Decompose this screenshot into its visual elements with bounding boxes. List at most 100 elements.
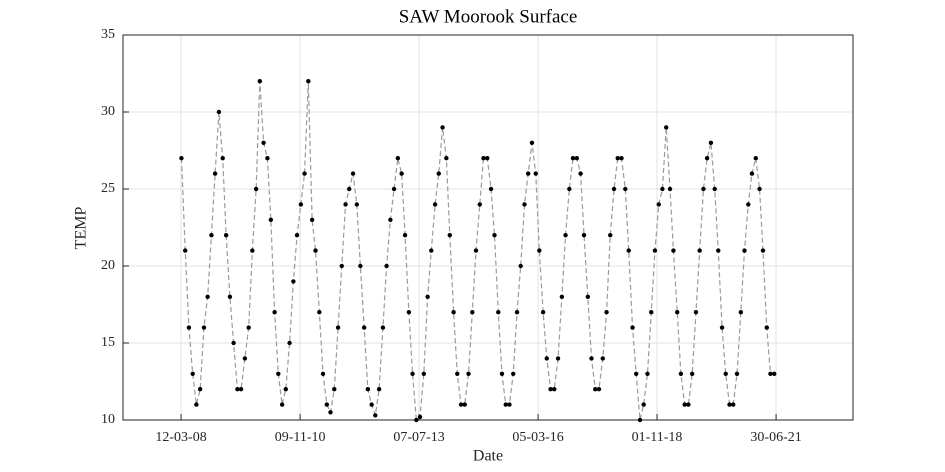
data-point bbox=[391, 186, 397, 192]
data-point bbox=[339, 263, 344, 269]
data-point bbox=[481, 156, 486, 161]
data-point bbox=[738, 310, 744, 315]
data-point bbox=[466, 371, 471, 376]
chart-title: SAW Moorook Surface bbox=[399, 6, 578, 27]
x-tick-label: 07-07-13 bbox=[393, 430, 444, 445]
data-point bbox=[488, 186, 494, 192]
data-point bbox=[600, 356, 605, 361]
data-point bbox=[358, 263, 363, 269]
data-point bbox=[246, 325, 251, 330]
data-point bbox=[384, 263, 389, 269]
data-point bbox=[559, 294, 565, 299]
data-point bbox=[272, 310, 277, 315]
plot-frame bbox=[122, 34, 854, 421]
data-point bbox=[313, 248, 318, 253]
data-point bbox=[593, 387, 598, 392]
data-point bbox=[507, 402, 512, 407]
data-point bbox=[768, 371, 773, 376]
data-point bbox=[231, 340, 236, 346]
data-point bbox=[727, 402, 732, 407]
data-point bbox=[429, 248, 434, 253]
data-point bbox=[376, 387, 382, 392]
data-point bbox=[540, 310, 546, 315]
data-point bbox=[615, 156, 620, 161]
data-point bbox=[283, 387, 288, 392]
data-point bbox=[473, 248, 479, 253]
x-tick-label: 09-11-10 bbox=[275, 430, 326, 445]
x-tick-label: 01-11-18 bbox=[632, 430, 683, 445]
data-point bbox=[734, 371, 740, 376]
data-point bbox=[432, 202, 438, 207]
data-point bbox=[451, 310, 456, 315]
data-point bbox=[410, 371, 415, 376]
data-point bbox=[567, 186, 572, 192]
data-point bbox=[719, 325, 725, 330]
data-point bbox=[570, 156, 576, 161]
data-point bbox=[492, 233, 497, 238]
data-point bbox=[317, 310, 322, 315]
data-point bbox=[701, 186, 706, 192]
data-point bbox=[649, 310, 654, 315]
data-point bbox=[511, 371, 516, 376]
data-point bbox=[324, 402, 330, 407]
data-point bbox=[306, 79, 311, 84]
data-point bbox=[704, 156, 710, 161]
data-point bbox=[589, 356, 594, 361]
data-point bbox=[279, 402, 285, 407]
data-point bbox=[525, 171, 531, 176]
data-point bbox=[634, 371, 639, 376]
data-point bbox=[257, 79, 263, 84]
data-point bbox=[764, 325, 769, 330]
data-point bbox=[380, 325, 386, 330]
data-point bbox=[265, 156, 270, 161]
data-point bbox=[276, 371, 281, 376]
data-point bbox=[406, 310, 412, 315]
data-point bbox=[537, 248, 542, 253]
data-point bbox=[578, 171, 583, 176]
data-point bbox=[212, 171, 218, 176]
data-point bbox=[395, 156, 401, 161]
data-point bbox=[626, 248, 631, 253]
data-point bbox=[388, 217, 393, 222]
data-point bbox=[760, 248, 766, 253]
data-point bbox=[183, 248, 188, 253]
y-axis-label: TEMP bbox=[73, 207, 90, 250]
data-point bbox=[369, 402, 374, 407]
data-point bbox=[440, 125, 445, 130]
data-point bbox=[716, 248, 721, 253]
data-point bbox=[723, 371, 728, 376]
data-point bbox=[611, 186, 617, 192]
data-point bbox=[544, 356, 549, 361]
data-point bbox=[712, 186, 717, 192]
data-point bbox=[294, 233, 300, 238]
data-point bbox=[608, 233, 613, 238]
data-point bbox=[693, 310, 699, 315]
data-point bbox=[697, 248, 702, 253]
data-point bbox=[485, 156, 490, 161]
data-point bbox=[455, 371, 460, 376]
y-tick-label: 20 bbox=[101, 258, 115, 273]
data-point bbox=[242, 356, 248, 361]
data-point bbox=[552, 387, 557, 392]
data-point bbox=[675, 310, 680, 315]
data-point bbox=[772, 371, 777, 376]
data-point bbox=[596, 387, 602, 392]
data-point bbox=[425, 294, 430, 299]
data-point bbox=[444, 156, 449, 161]
data-point bbox=[361, 325, 367, 330]
data-point bbox=[623, 186, 628, 192]
data-point bbox=[749, 171, 755, 176]
data-point bbox=[470, 310, 475, 315]
data-point bbox=[499, 371, 505, 376]
data-point bbox=[682, 402, 687, 407]
data-point bbox=[235, 387, 240, 392]
x-tick-label: 12-03-08 bbox=[155, 430, 206, 445]
data-point bbox=[496, 310, 501, 315]
data-point bbox=[645, 371, 650, 376]
data-point bbox=[302, 171, 307, 176]
data-point bbox=[421, 371, 427, 376]
data-point bbox=[581, 233, 587, 238]
data-point bbox=[619, 156, 624, 161]
